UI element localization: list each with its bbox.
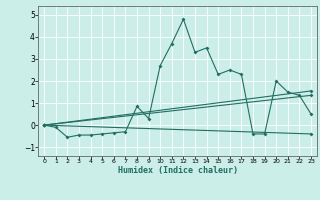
X-axis label: Humidex (Indice chaleur): Humidex (Indice chaleur) [118, 166, 238, 175]
